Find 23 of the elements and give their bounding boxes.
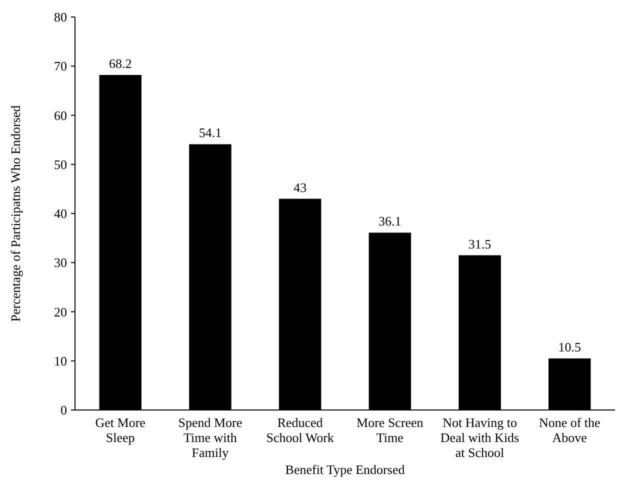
data-label: 31.5 bbox=[468, 236, 492, 252]
x-tick-label: Not Having to Deal with Kids at School bbox=[440, 415, 520, 460]
y-tick-label: 70 bbox=[54, 58, 67, 74]
y-tick-label: 0 bbox=[60, 402, 67, 418]
data-label: 36.1 bbox=[378, 214, 402, 229]
y-tick-label: 60 bbox=[54, 108, 67, 123]
x-tick-label: More Screen Time bbox=[356, 415, 424, 445]
x-tick-label: Spend More Time with Family bbox=[178, 415, 242, 460]
y-tick-label: 20 bbox=[54, 304, 67, 320]
x-tick-label: None of the Above bbox=[538, 415, 601, 445]
y-tick-label: 40 bbox=[54, 206, 67, 222]
y-tick-label: 80 bbox=[54, 10, 67, 25]
x-tick-label: Get More Sleep bbox=[95, 415, 146, 445]
y-tick-label: 50 bbox=[54, 156, 67, 172]
data-label: 10.5 bbox=[558, 339, 581, 354]
y-tick-label: 10 bbox=[54, 353, 67, 368]
y-axis-title: Percentage of Participatns Who Endorsed bbox=[8, 104, 23, 322]
data-label: 54.1 bbox=[198, 125, 222, 140]
data-label: 43 bbox=[294, 180, 307, 195]
x-axis-title: Benefit Type Endorsed bbox=[285, 462, 406, 477]
x-tick-label: Reduced School Work bbox=[266, 415, 334, 445]
data-label: 68.2 bbox=[109, 56, 132, 71]
y-tick-label: 30 bbox=[54, 255, 67, 270]
